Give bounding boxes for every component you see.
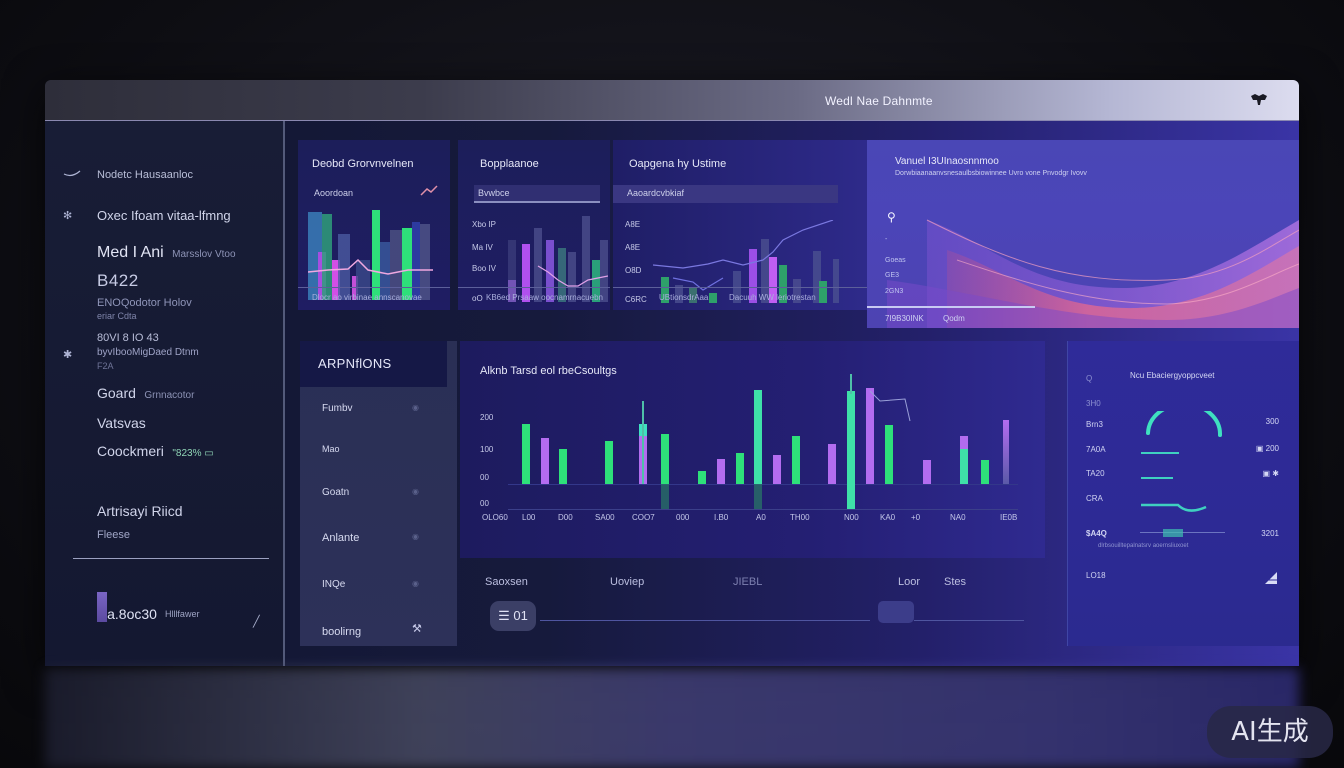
list-header: ARPNflONS xyxy=(300,341,447,387)
panel-growth-title: Deobd Grorvnvelnen xyxy=(312,158,414,170)
sidebar-item-activity[interactable]: Artrisayi Riicd xyxy=(97,503,183,519)
panel-performance-footer: KB6ed Prsaaw oocnamrnacuebn xyxy=(486,293,603,302)
page-selector-button[interactable]: ☰ 01 xyxy=(490,601,536,631)
main-content: Nodetc Hausaanloc ✻ Oxec Ifoam vitaa-lfm… xyxy=(45,121,1299,666)
panel-wave-footer-right: Qodm xyxy=(943,314,965,323)
bottom-label-stes[interactable]: Stes xyxy=(944,576,967,588)
list-item[interactable]: INQe xyxy=(322,579,346,590)
panel-growth-footer: Dlocr ao virbinae annscanovae xyxy=(312,293,422,302)
bottom-label-view[interactable]: Uoviep xyxy=(610,576,645,588)
gear-icon: ✻ xyxy=(63,210,73,222)
moon-icon xyxy=(63,169,81,181)
dashboard-window: Wedl Nae Dahnmte Nodetc Hausaanloc ✻ Oxe… xyxy=(45,80,1299,666)
bottom-label-season[interactable]: Saoxsen xyxy=(485,576,528,588)
footer-value: Da.8oc30 xyxy=(97,606,157,622)
panel-wave: Vanuel I3UInaosnnmoo Dorwbiaanaanvsnesau… xyxy=(867,140,1299,328)
window-title: Wedl Nae Dahnmte xyxy=(825,94,933,108)
key-icon: ⚲ xyxy=(887,210,896,224)
eye-icon[interactable]: ◉ xyxy=(412,532,419,541)
panel-growth-subtitle: Aoordoan xyxy=(314,188,354,198)
panel-usage-footer-left: UBtionsdrAaa xyxy=(659,293,709,302)
sidebar-item-settings[interactable]: Oxec Ifoam vitaa-lfmng xyxy=(97,208,231,223)
signal-icon xyxy=(1265,571,1277,589)
panel-wave-title: Vanuel I3UInaosnnmoo xyxy=(895,156,999,167)
sidebar-item-guard[interactable]: Goard Grnnacotor xyxy=(97,385,195,401)
footer-bar xyxy=(97,592,107,622)
gauge-panel-title: Ncu Ebaciergyoppcveet xyxy=(1130,371,1215,380)
panel-wave-footer-left: 7I9B30INK xyxy=(885,314,924,323)
timeline-slider[interactable] xyxy=(540,620,870,621)
panel-usage: Oapgena hy Ustime Aaoardcvbkiaf A8E A8E … xyxy=(613,140,867,310)
panel-usage-chart xyxy=(653,220,843,303)
gauge-chart xyxy=(1141,411,1223,512)
list-item[interactable]: boolirng xyxy=(322,626,362,638)
sidebar-metric-sub: eriar Cdta xyxy=(97,311,137,321)
bottom-controls: Saoxsen Uoviep JIEBL Loor Stes ☰ 01 xyxy=(460,561,1070,641)
bottom-label-loor[interactable]: Loor xyxy=(898,576,921,588)
eye-icon[interactable]: ◉ xyxy=(412,487,419,496)
pencil-icon[interactable]: ╱ xyxy=(253,616,260,628)
eye-icon[interactable]: ◉ xyxy=(412,403,419,412)
main-chart-bars xyxy=(510,351,1040,529)
panel-performance-chart xyxy=(508,216,608,302)
dog-icon[interactable] xyxy=(1249,92,1269,108)
list-item[interactable]: Fumbv xyxy=(322,403,353,414)
applications-list: ARPNflONS Fumbv ◉ Mao Goatn ◉ Anlante ◉ … xyxy=(300,341,457,646)
tools-icon[interactable]: ⚒ xyxy=(412,623,422,635)
sidebar-metric-code: F2A xyxy=(97,361,114,371)
panel-wave-description: Dorwbiaanaanvsnesaulbsbiowinnee Uvro von… xyxy=(895,170,1087,177)
panel-usage-subtitle: Aaoardcvbkiaf xyxy=(613,185,838,203)
panel-growth: Deobd Grorvnvelnen Aoordoan xyxy=(298,140,450,310)
list-item[interactable]: Mao xyxy=(322,444,340,454)
sidebar-metric-desc: ENOQodotor Holov xyxy=(97,297,192,309)
sidebar-divider xyxy=(73,558,269,559)
panel-performance-title: Bopplaanoe xyxy=(480,158,539,170)
panel-performance-subtitle: Bvwbce xyxy=(474,185,600,203)
panel-usage-footer-right: Dacuuh WW leriotrestan xyxy=(729,293,816,302)
ai-generated-badge: AI生成 xyxy=(1207,706,1333,758)
sidebar-item-values[interactable]: Vatsvas xyxy=(97,415,146,431)
gauge-panel: Q Ncu Ebaciergyoppcveet 3H0 Brn3 7A0A TA… xyxy=(1067,341,1299,646)
slider-handle[interactable] xyxy=(878,601,914,623)
sidebar-item-overview[interactable]: Nodetc Hausaanloc xyxy=(97,169,194,181)
list-item[interactable]: Goatn xyxy=(322,487,350,498)
reflection xyxy=(45,668,1299,768)
panel-performance: Bopplaanoe Bvwbce Xbo IP Ma IV Boo IV oO… xyxy=(458,140,610,310)
sidebar-footer: Da.8oc30 Hlllfawer xyxy=(97,592,200,622)
main-chart-title: Alknb Tarsd eol rbeCsoultgs xyxy=(480,365,617,377)
sidebar-item-fleese[interactable]: Fleese xyxy=(97,529,131,541)
sidebar-metric-range: 80VI 8 IO 43 xyxy=(97,332,159,344)
sidebar-item-media[interactable]: Med I Ani Marsslov Vtoo xyxy=(97,244,236,261)
bottom-label-filter[interactable]: JIEBL xyxy=(733,576,763,588)
bug-icon: ✱ xyxy=(63,349,73,361)
panel-growth-chart xyxy=(308,210,433,300)
sidebar-item-checkmeri[interactable]: Coockmeri "823% ▭ xyxy=(97,443,214,459)
sidebar-metric-detail: byvIbooMigDaed Dtnm xyxy=(97,347,199,358)
sidebar-metric-value: B422 xyxy=(97,271,139,290)
sidebar: Nodetc Hausaanloc ✻ Oxec Ifoam vitaa-lfm… xyxy=(45,121,285,666)
panel-usage-title: Oapgena hy Ustime xyxy=(629,158,727,170)
list-item[interactable]: Anlante xyxy=(322,532,360,544)
title-bar: Wedl Nae Dahnmte xyxy=(45,80,1299,121)
trend-up-icon xyxy=(420,184,438,202)
main-bar-chart: Alknb Tarsd eol rbeCsoultgs 200 100 00 0… xyxy=(460,341,1045,558)
eye-icon[interactable]: ◉ xyxy=(412,579,419,588)
footer-label: Hlllfawer xyxy=(164,609,200,619)
